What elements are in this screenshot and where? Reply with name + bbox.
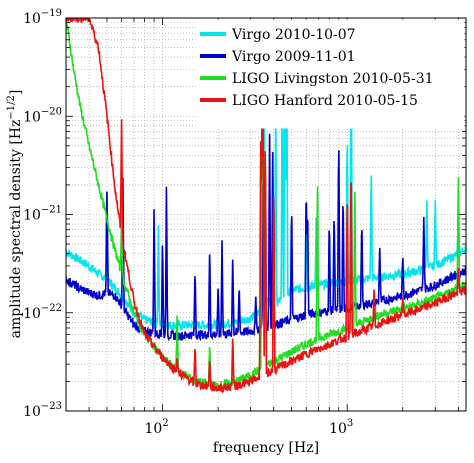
legend-box <box>195 19 465 129</box>
y-tick-labels: 10−23 10−22 10−21 10−20 10−19 <box>23 8 62 420</box>
y-tick-label: 10−20 <box>23 106 62 125</box>
legend-entry: LIGO Livingston 2010-05-31 <box>232 71 434 87</box>
y-tick-label: 10−19 <box>23 8 62 27</box>
y-tick-label: 10−22 <box>23 303 62 322</box>
y-tick-label: 10−21 <box>23 205 62 224</box>
x-axis-label: frequency [Hz] <box>213 440 319 456</box>
legend-entry: LIGO Hanford 2010-05-15 <box>232 93 418 109</box>
y-axis-label: amplitude spectral density [Hz−1/2] <box>6 90 24 339</box>
legend: Virgo 2010-10-07 Virgo 2009-11-01 LIGO Liv… <box>195 19 465 129</box>
x-tick-label: 102 <box>144 418 168 437</box>
data-series <box>66 18 466 394</box>
legend-entry: Virgo 2009-11-01 <box>231 49 356 65</box>
x-tick-labels: 102 103 <box>144 418 353 437</box>
legend-entry: Virgo 2010-10-07 <box>231 27 356 43</box>
series-line-3 <box>66 18 466 394</box>
y-tick-label: 10−23 <box>23 401 62 420</box>
x-tick-label: 103 <box>329 418 353 437</box>
